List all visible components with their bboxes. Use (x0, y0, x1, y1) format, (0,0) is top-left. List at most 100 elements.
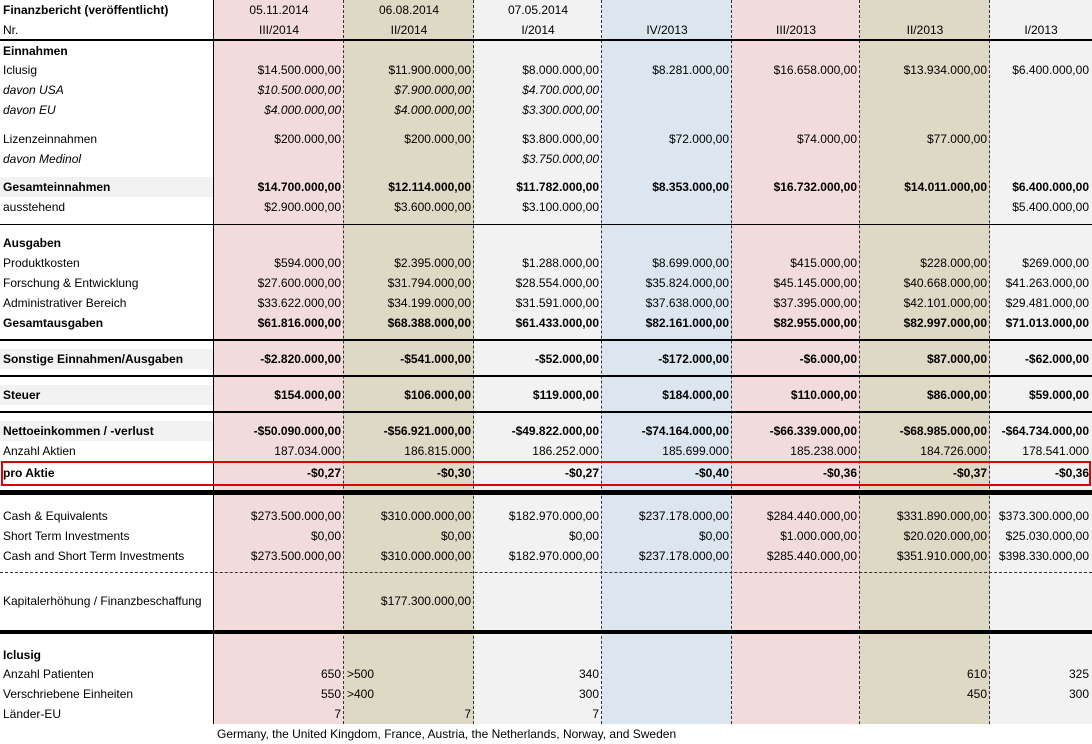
value-cell: $34.199.000,00 (387, 296, 471, 310)
row-label: Cash and Short Term Investments (3, 549, 185, 563)
value-cell: $14.500.000,00 (257, 63, 341, 77)
date: 07.05.2014 (507, 3, 569, 17)
value-cell: 178.541.000 (1022, 444, 1089, 458)
value-cell: $0,00 (568, 529, 599, 543)
column-fill (344, 0, 474, 724)
value-cell: -$52.000,00 (534, 352, 599, 366)
highlight-box (1, 461, 1091, 486)
value-cell: -$0,37 (952, 466, 987, 480)
value-cell: $310.000.000,00 (380, 549, 471, 563)
value-cell: $3.800.000,00 (522, 132, 599, 146)
value-cell: -$0,27 (306, 466, 341, 480)
value-cell: $110.000,00 (790, 388, 857, 402)
value-cell: -$74.164.000,00 (641, 424, 729, 438)
value-cell: $0,00 (310, 529, 341, 543)
value-cell: -$6.000,00 (799, 352, 857, 366)
value-cell: $13.934.000,00 (903, 63, 987, 77)
value-cell: -$49.822.000,00 (511, 424, 599, 438)
value-cell: -$66.339.000,00 (769, 424, 857, 438)
value-cell: $351.910.000,00 (896, 549, 987, 563)
value-cell: $37.395.000,00 (773, 296, 857, 310)
value-cell: 7 (334, 707, 341, 721)
value-cell: 186.815.000 (404, 444, 471, 458)
column-fill (860, 0, 990, 724)
value-cell: $237.178.000,00 (638, 509, 729, 523)
value-cell: $31.794.000,00 (387, 276, 471, 290)
value-cell: $8.353.000,00 (652, 180, 729, 194)
row-label: Iclusig (3, 648, 42, 662)
row-label: Anzahl Aktien (3, 444, 76, 458)
row-label: davon Medinol (3, 152, 82, 166)
value-cell: $8.281.000,00 (652, 63, 729, 77)
value-cell: >500 (347, 667, 375, 681)
value-cell: $284.440.000,00 (766, 509, 857, 523)
value-cell: $59.000,00 (1028, 388, 1089, 402)
period: I/2013 (1024, 23, 1058, 37)
row-label: Administrativer Bereich (3, 296, 127, 310)
row-divider (0, 572, 1092, 573)
value-cell: $31.591.000,00 (515, 296, 599, 310)
value-cell: 300 (1068, 687, 1089, 701)
row-label: Länder-EU (3, 707, 62, 721)
value-cell: $1.288.000,00 (522, 256, 599, 270)
value-cell: $11.782.000,00 (516, 180, 599, 194)
column-divider (601, 0, 602, 724)
value-cell: $45.145.000,00 (773, 276, 857, 290)
value-cell: $41.263.000,00 (1005, 276, 1089, 290)
row-label: Forschung & Entwicklung (3, 276, 139, 290)
value-cell: $61.433.000,00 (515, 316, 599, 330)
row-label: Lizenzeinnahmen (3, 132, 98, 146)
value-cell: -$0,27 (564, 466, 599, 480)
period: II/2013 (906, 23, 944, 37)
value-cell: $8.000.000,00 (522, 63, 599, 77)
value-cell: 340 (578, 667, 599, 681)
row-label: Verschriebene Einheiten (3, 687, 134, 701)
value-cell: -$64.734.000,00 (1001, 424, 1089, 438)
value-cell: 7 (464, 707, 471, 721)
value-cell: $182.970.000,00 (508, 509, 599, 523)
value-cell: $4.000.000,00 (394, 103, 471, 117)
value-cell: $3.750.000,00 (522, 152, 599, 166)
value-cell: $68.388.000,00 (387, 316, 471, 330)
row-label: Einnahmen (3, 44, 68, 58)
sheet-title: Finanzbericht (veröffentlicht) (3, 3, 169, 17)
note: Germany, the United Kingdom, France, Aus… (217, 727, 677, 741)
column-fill (990, 0, 1092, 724)
value-cell: $119.000,00 (532, 388, 599, 402)
row-label: Ausgaben (3, 236, 62, 250)
value-cell: $0,00 (698, 529, 729, 543)
value-cell: $6.400.000,00 (1012, 180, 1089, 194)
row-divider (0, 375, 1092, 377)
column-divider (989, 0, 990, 724)
row-label: Kapitalerhöhung / Finanzbeschaffung (3, 594, 202, 608)
row-label: Steuer (0, 385, 214, 405)
value-cell: -$541.000,00 (400, 352, 471, 366)
value-cell: $7.900.000,00 (394, 83, 471, 97)
value-cell: $4.000.000,00 (264, 103, 341, 117)
value-cell: $72.000,00 (668, 132, 729, 146)
column-divider (213, 0, 214, 724)
value-cell: $3.100.000,00 (522, 200, 599, 214)
row-divider (0, 411, 1092, 413)
value-cell: $16.658.000,00 (773, 63, 857, 77)
row-divider (0, 630, 1092, 634)
value-cell: $33.622.000,00 (257, 296, 341, 310)
value-cell: $3.600.000,00 (394, 200, 471, 214)
value-cell: $177.300.000,00 (380, 594, 471, 608)
value-cell: $373.300.000,00 (998, 509, 1089, 523)
row-label: Nettoeinkommen / -verlust (0, 421, 214, 441)
value-cell: $12.114.000,00 (388, 180, 471, 194)
value-cell: 186.252.000 (532, 444, 599, 458)
row-divider (0, 224, 1092, 225)
value-cell: $1.000.000,00 (780, 529, 857, 543)
value-cell: $200.000,00 (404, 132, 471, 146)
value-cell: $310.000.000,00 (380, 509, 471, 523)
row-label: ausstehend (3, 200, 66, 214)
value-cell: $35.824.000,00 (645, 276, 729, 290)
value-cell: $82.161.000,00 (645, 316, 729, 330)
value-cell: -$0,30 (436, 466, 471, 480)
value-cell: -$68.985.000,00 (899, 424, 987, 438)
value-cell: $2.900.000,00 (264, 200, 341, 214)
value-cell: 650 (320, 667, 341, 681)
